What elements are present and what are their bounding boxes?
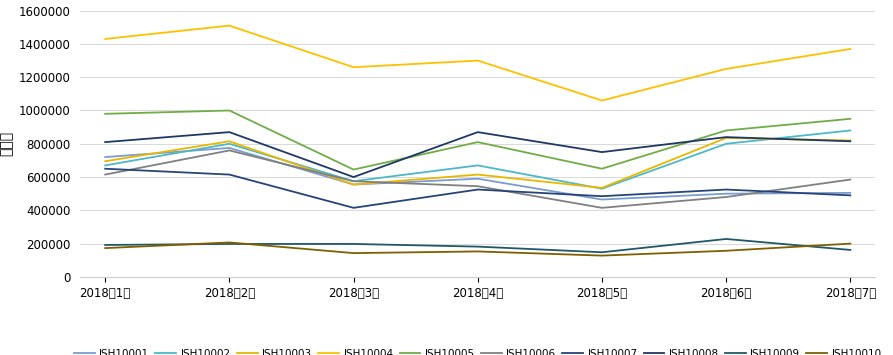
- JSH10008: [472, 130, 483, 134]
- Line: JSH10005: JSH10005: [105, 110, 850, 170]
- JSH10001: [100, 155, 111, 159]
- JSH10005: [845, 117, 855, 121]
- JSH10006: [472, 184, 483, 189]
- JSH10010: [100, 246, 111, 250]
- JSH10002: [597, 187, 607, 191]
- JSH10001: [348, 182, 359, 187]
- JSH10010: [597, 253, 607, 258]
- JSH10004: [721, 67, 731, 71]
- JSH10009: [100, 243, 111, 247]
- JSH10010: [224, 240, 235, 245]
- JSH10008: [224, 130, 235, 134]
- JSH10010: [721, 248, 731, 253]
- JSH10008: [348, 175, 359, 179]
- Line: JSH10004: JSH10004: [105, 26, 850, 100]
- JSH10007: [597, 194, 607, 198]
- JSH10004: [224, 23, 235, 28]
- Line: JSH10007: JSH10007: [105, 169, 850, 208]
- JSH10004: [597, 98, 607, 103]
- JSH10010: [472, 249, 483, 253]
- JSH10005: [224, 108, 235, 113]
- JSH10004: [348, 65, 359, 69]
- Line: JSH10001: JSH10001: [105, 148, 850, 200]
- Line: JSH10010: JSH10010: [105, 242, 850, 256]
- Legend: JSH10001, JSH10002, JSH10003, JSH10004, JSH10005, JSH10006, JSH10007, JSH10008, : JSH10001, JSH10002, JSH10003, JSH10004, …: [74, 349, 881, 355]
- JSH10001: [721, 192, 731, 196]
- JSH10006: [721, 195, 731, 199]
- JSH10007: [348, 206, 359, 210]
- JSH10001: [845, 191, 855, 195]
- JSH10007: [224, 173, 235, 177]
- JSH10001: [597, 197, 607, 202]
- JSH10009: [348, 242, 359, 246]
- JSH10010: [845, 241, 855, 246]
- JSH10002: [721, 142, 731, 146]
- JSH10005: [597, 166, 607, 171]
- JSH10010: [348, 251, 359, 255]
- JSH10008: [597, 150, 607, 154]
- JSH10006: [224, 148, 235, 153]
- JSH10003: [721, 136, 731, 140]
- JSH10005: [721, 128, 731, 132]
- JSH10005: [472, 140, 483, 144]
- JSH10002: [472, 163, 483, 168]
- JSH10003: [845, 138, 855, 143]
- JSH10008: [100, 140, 111, 144]
- JSH10005: [100, 112, 111, 116]
- JSH10009: [845, 248, 855, 252]
- JSH10008: [721, 135, 731, 139]
- JSH10003: [224, 139, 235, 143]
- JSH10006: [597, 206, 607, 210]
- JSH10007: [845, 193, 855, 197]
- JSH10009: [597, 250, 607, 255]
- JSH10001: [472, 176, 483, 181]
- JSH10005: [348, 168, 359, 172]
- JSH10003: [597, 186, 607, 190]
- JSH10004: [845, 47, 855, 51]
- JSH10009: [472, 245, 483, 249]
- Line: JSH10006: JSH10006: [105, 151, 850, 208]
- Line: JSH10002: JSH10002: [105, 130, 850, 189]
- Line: JSH10008: JSH10008: [105, 132, 850, 177]
- JSH10002: [224, 142, 235, 146]
- Line: JSH10009: JSH10009: [105, 239, 850, 252]
- JSH10004: [472, 59, 483, 63]
- JSH10003: [100, 159, 111, 163]
- JSH10006: [845, 178, 855, 182]
- JSH10009: [721, 237, 731, 241]
- JSH10001: [224, 146, 235, 150]
- JSH10002: [100, 163, 111, 168]
- JSH10002: [348, 179, 359, 183]
- JSH10007: [721, 187, 731, 192]
- JSH10008: [845, 139, 855, 143]
- JSH10003: [472, 173, 483, 177]
- JSH10006: [100, 173, 111, 177]
- JSH10007: [472, 187, 483, 192]
- JSH10006: [348, 179, 359, 183]
- Line: JSH10003: JSH10003: [105, 138, 850, 188]
- JSH10009: [224, 242, 235, 246]
- JSH10003: [348, 182, 359, 187]
- JSH10007: [100, 166, 111, 171]
- JSH10002: [845, 128, 855, 132]
- Y-axis label: 销售额: 销售额: [0, 131, 13, 156]
- JSH10004: [100, 37, 111, 41]
